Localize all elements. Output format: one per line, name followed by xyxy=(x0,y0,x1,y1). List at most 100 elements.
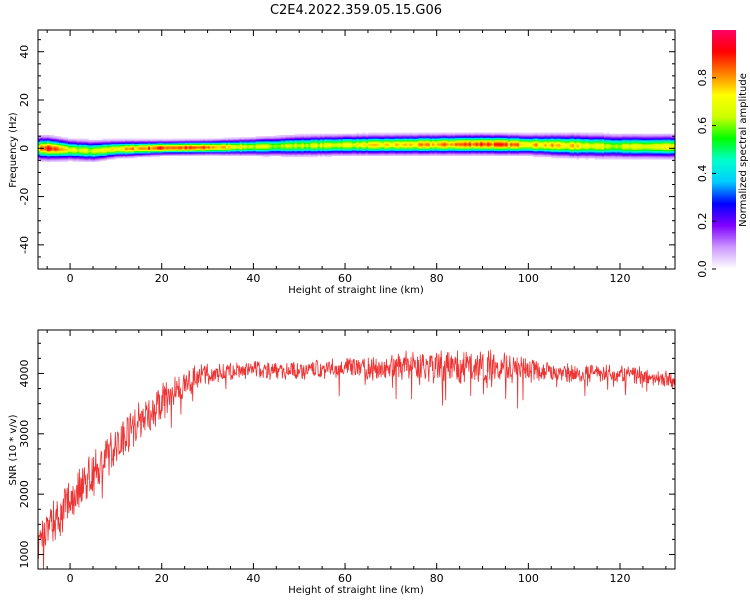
heatmap-cell xyxy=(372,151,376,154)
heatmap-cell xyxy=(278,135,282,137)
heatmap-cell xyxy=(510,151,513,154)
heatmap-cell xyxy=(416,149,419,152)
heatmap-cell xyxy=(125,156,128,159)
heatmap-cell xyxy=(551,143,554,146)
heatmap-cell xyxy=(500,148,504,150)
heatmap-cell xyxy=(443,154,447,156)
heatmap-cell xyxy=(106,157,110,160)
heatmap-cell xyxy=(49,159,53,161)
heatmap-cell xyxy=(514,137,518,140)
heatmap-cell xyxy=(532,144,536,147)
heatmap-cell xyxy=(617,148,621,150)
heatmap-cell xyxy=(466,150,470,153)
heatmap-cell xyxy=(452,144,456,147)
heatmap-cell xyxy=(127,141,131,143)
heatmap-cell xyxy=(147,150,151,153)
heatmap-cell xyxy=(358,136,362,138)
heatmap-cell xyxy=(386,135,389,137)
heatmap-cell xyxy=(358,138,362,141)
heatmap-cell xyxy=(177,153,181,155)
heatmap-cell xyxy=(418,148,422,150)
heatmap-cell xyxy=(645,139,648,142)
heatmap-cell xyxy=(466,136,470,138)
heatmap-cell xyxy=(592,139,596,142)
heatmap-cell xyxy=(225,139,229,142)
heatmap-cell xyxy=(452,133,456,136)
heatmap-cell xyxy=(182,154,186,156)
heatmap-cell xyxy=(377,151,380,154)
heatmap-cell xyxy=(654,155,658,158)
heatmap-cell xyxy=(583,154,587,156)
heatmap-cell xyxy=(374,151,378,154)
heatmap-cell xyxy=(317,147,321,149)
heatmap-cell xyxy=(565,132,568,135)
heatmap-cell xyxy=(468,143,472,146)
heatmap-cell xyxy=(493,151,497,154)
heatmap-cell xyxy=(184,153,188,155)
heatmap-cell xyxy=(484,135,488,137)
heatmap-cell xyxy=(496,143,499,146)
heatmap-cell xyxy=(452,154,456,156)
heatmap-cell xyxy=(379,145,383,148)
heatmap-cell xyxy=(310,137,314,140)
heatmap-cell xyxy=(365,151,369,154)
heatmap-cell xyxy=(610,139,614,142)
heatmap-cell xyxy=(606,154,609,156)
heatmap-cell xyxy=(278,153,282,155)
heatmap-cell xyxy=(649,144,653,147)
heatmap-cell xyxy=(196,153,199,155)
heatmap-cell xyxy=(274,154,277,156)
heatmap-cell xyxy=(186,147,190,149)
heatmap-cell xyxy=(420,136,424,138)
heatmap-cell xyxy=(67,148,71,150)
heatmap-cell xyxy=(99,143,103,146)
heatmap-cell xyxy=(303,141,307,143)
heatmap-cell xyxy=(95,150,98,153)
heatmap-cell xyxy=(477,144,481,147)
heatmap-cell xyxy=(615,145,619,148)
heatmap-cell xyxy=(539,148,543,150)
heatmap-cell xyxy=(443,147,447,149)
heatmap-cell xyxy=(196,145,199,148)
heatmap-cell xyxy=(255,141,259,143)
heatmap-cell xyxy=(498,137,502,140)
heatmap-cell xyxy=(642,156,646,159)
heatmap-cell xyxy=(138,149,142,152)
heatmap-cell xyxy=(420,141,424,143)
heatmap-cell xyxy=(47,153,50,155)
heatmap-cell xyxy=(374,145,378,148)
heatmap-cell xyxy=(60,137,64,140)
heatmap-cell xyxy=(322,144,325,147)
heatmap-cell xyxy=(287,150,291,153)
heatmap-cell xyxy=(271,137,275,140)
heatmap-cell xyxy=(381,145,385,148)
heatmap-cell xyxy=(134,145,137,148)
heatmap-cell xyxy=(115,155,119,158)
heatmap-cell xyxy=(70,142,73,144)
heatmap-cell xyxy=(514,133,518,136)
heatmap-cell xyxy=(351,142,355,144)
heatmap-cell xyxy=(434,145,438,148)
heatmap-cell xyxy=(432,148,435,150)
heatmap-cell xyxy=(239,153,243,155)
heatmap-cell xyxy=(113,154,117,156)
heatmap-cell xyxy=(283,149,286,152)
heatmap-cell xyxy=(216,150,220,153)
heatmap-cell xyxy=(475,149,479,152)
heatmap-cell xyxy=(56,147,60,149)
heatmap-cell xyxy=(610,157,614,160)
heatmap-cell xyxy=(225,150,229,153)
heatmap-cell xyxy=(219,154,222,156)
heatmap-cell xyxy=(581,148,584,150)
heatmap-cell xyxy=(115,149,119,152)
heatmap-cell xyxy=(622,148,625,150)
heatmap-cell xyxy=(136,154,140,156)
heatmap-cell xyxy=(44,155,48,158)
heatmap-cell xyxy=(420,149,424,152)
heatmap-cell xyxy=(578,153,582,155)
heatmap-cell xyxy=(445,148,449,150)
heatmap-cell xyxy=(56,150,60,153)
heatmap-cell xyxy=(60,147,64,149)
heatmap-cell xyxy=(656,137,660,140)
heatmap-cell xyxy=(464,132,467,135)
